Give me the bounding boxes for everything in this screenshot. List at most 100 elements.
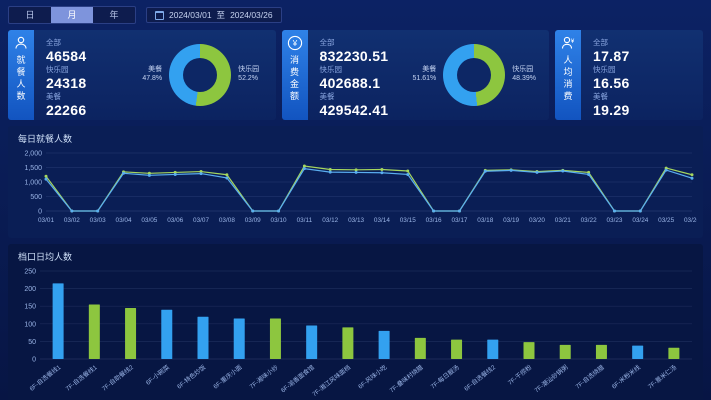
card-percapita-strip: ¥ 人均消费 — [555, 30, 581, 120]
y-tick-label: 1,000 — [24, 180, 42, 187]
data-point — [457, 209, 461, 213]
x-tick-label: 03/25 — [658, 217, 674, 224]
y-tick-label: 200 — [24, 286, 36, 293]
bar — [487, 339, 499, 359]
donut-zone: 美餐 47.8% 快乐园 52.2% — [126, 30, 276, 120]
bar — [52, 283, 64, 359]
kpi-cards: 就餐人数 全部 46584 快乐园 24318 美餐 22266 美餐 47.8% 快乐… — [8, 30, 703, 120]
y-tick-label: 2,000 — [24, 151, 42, 158]
data-point — [302, 164, 306, 168]
x-tick-label: 03/19 — [503, 217, 519, 224]
y-tick-label: 50 — [28, 339, 36, 346]
x-tick-label: 7F-湘江风味面档 — [311, 363, 352, 398]
data-point — [225, 173, 229, 177]
card-percapita: ¥ 人均消费 全部 17.87 快乐园 16.56 美餐 19.29 — [555, 30, 703, 120]
x-tick-label: 6F-米粉米线 — [610, 363, 642, 390]
bar — [632, 345, 644, 359]
row-label: 美餐 — [46, 92, 61, 101]
row-value: 19.29 — [593, 102, 630, 118]
bar — [342, 327, 354, 359]
donut-chart — [443, 44, 506, 106]
card-values: 全部 832230.51 快乐园 402688.1 美餐 429542.41 — [308, 30, 400, 120]
data-point — [690, 173, 694, 177]
data-point — [406, 169, 410, 173]
y-tick-label: 0 — [32, 357, 36, 364]
data-point — [380, 171, 384, 175]
x-tick-label: 03/20 — [529, 217, 545, 224]
tab-month[interactable]: 月 — [51, 7, 93, 23]
yuan-icon: ¥ — [287, 35, 303, 51]
data-point — [380, 168, 384, 172]
card-diners-strip: 就餐人数 — [8, 30, 34, 120]
x-tick-label: 7F-湘味小炒 — [248, 363, 280, 390]
x-tick-label: 03/14 — [374, 217, 390, 224]
x-tick-label: 7F-自选餐线1 — [64, 363, 99, 393]
data-point — [561, 169, 565, 173]
row-label: 快乐园 — [593, 65, 616, 74]
person-yuan-icon: ¥ — [560, 35, 576, 51]
x-tick-label: 03/24 — [632, 217, 648, 224]
data-point — [173, 172, 177, 176]
x-tick-label: 03/06 — [167, 217, 183, 224]
tab-day[interactable]: 日 — [25, 10, 35, 20]
data-point — [690, 176, 694, 180]
date-end: 2024/03/26 — [230, 10, 273, 20]
data-point — [44, 174, 48, 178]
row-value: 832230.51 — [319, 48, 389, 64]
data-point — [302, 167, 306, 171]
row-label: 全部 — [319, 38, 335, 47]
date-range-picker[interactable]: 2024/03/01 至 2024/03/26 — [146, 7, 282, 23]
daily-line-chart-panel: 每日就餐人数 0 500 1,000 1,500 2,000 03/01 03/02 03/0… — [8, 126, 703, 238]
svg-text:¥: ¥ — [291, 39, 297, 48]
row-label: 全部 — [593, 38, 608, 47]
x-tick-label: 03/11 — [297, 217, 313, 224]
row-value: 16.56 — [593, 75, 630, 91]
x-tick-label: 7F-叠味村烧腊 — [388, 363, 425, 394]
data-point — [70, 209, 74, 213]
x-tick-label: 03/02 — [64, 217, 80, 224]
donut-chart — [169, 44, 232, 106]
x-tick-label: 7F-潮汕砂锅粥 — [533, 363, 570, 394]
stall-bar-chart: 0 50 100 150 200 250 6F-自选餐线1 7F-自选餐线1 7F-自助餐线2 6… — [24, 269, 692, 398]
line-series-0 — [45, 165, 693, 212]
data-point — [535, 170, 539, 174]
data-point — [406, 172, 410, 176]
bar — [414, 337, 426, 359]
line-chart-title: 每日就餐人数 — [18, 134, 73, 144]
row-label: 美餐 — [319, 92, 335, 101]
row-value: 402688.1 — [319, 75, 381, 91]
row-label: 快乐园 — [319, 65, 343, 74]
data-point — [664, 168, 668, 172]
row-label: 美餐 — [593, 92, 608, 101]
row-label: 快乐园 — [46, 65, 69, 74]
y-tick-label: 100 — [24, 321, 36, 328]
x-tick-label: 7F-干捞粉 — [506, 363, 533, 386]
donut-left-label: 美餐 51.61% — [412, 66, 437, 82]
x-tick-label: 7F-薏米仁汤 — [646, 363, 678, 390]
person-icon — [13, 35, 29, 51]
x-tick-label: 03/18 — [477, 217, 493, 224]
data-point — [483, 169, 487, 173]
x-tick-label: 03/22 — [581, 217, 597, 224]
tab-year[interactable]: 年 — [109, 10, 119, 20]
data-point — [147, 173, 151, 177]
data-point — [199, 172, 203, 176]
bar — [125, 307, 137, 359]
y-tick-label: 250 — [24, 269, 36, 276]
x-tick-label: 03/03 — [90, 217, 106, 224]
data-point — [587, 172, 591, 176]
data-point — [354, 170, 358, 174]
y-tick-label: 0 — [38, 209, 42, 216]
row-label: 全部 — [46, 38, 61, 47]
card-spend-strip: ¥ 消费金额 — [281, 30, 308, 120]
date-separator: 至 — [216, 10, 226, 20]
x-tick-label: 7F-自助餐线2 — [100, 363, 135, 393]
row-value: 429542.41 — [319, 102, 389, 118]
bar — [269, 318, 281, 359]
bar — [88, 304, 100, 359]
row-value: 46584 — [46, 48, 87, 64]
data-point — [122, 171, 126, 175]
x-tick-label: 03/23 — [606, 217, 622, 224]
x-tick-label: 6F-自选餐线1 — [28, 363, 63, 393]
x-tick-label: 7F-每日靓汤 — [429, 363, 461, 390]
